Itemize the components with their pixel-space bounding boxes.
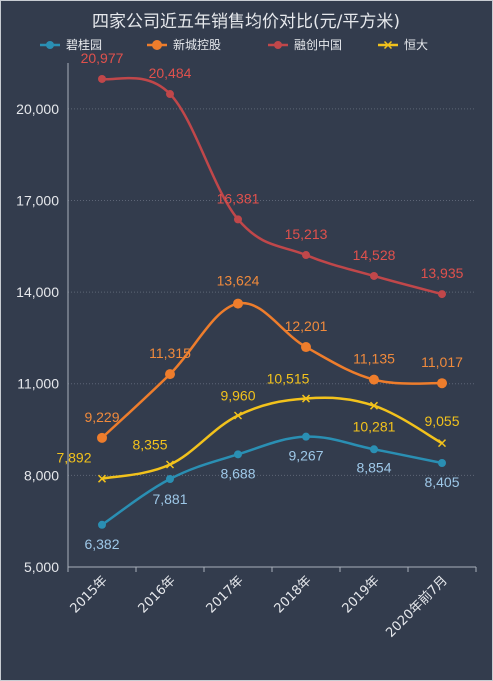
series-sunac bbox=[98, 74, 446, 299]
data-point bbox=[437, 378, 447, 389]
data-label: 20,484 bbox=[149, 65, 192, 81]
legend-label: 融创中国 bbox=[294, 37, 342, 52]
data-labels: 6,382 7,881 8,688 9,267 8,854 8,405 9,229 11,31… bbox=[56, 50, 463, 552]
data-label: 7,892 bbox=[56, 450, 91, 466]
y-tick-label: 14,000 bbox=[16, 284, 59, 300]
x-axis: 2015年 2016年 2017年 2018年 2019年 2020年前7月 bbox=[67, 566, 477, 641]
data-label: 12,201 bbox=[285, 318, 328, 334]
data-label: 9,960 bbox=[220, 387, 255, 403]
data-point bbox=[97, 474, 107, 483]
data-point bbox=[302, 251, 310, 260]
legend-marker bbox=[46, 41, 54, 49]
y-tick-label: 8,000 bbox=[24, 467, 59, 483]
series-group bbox=[97, 74, 447, 529]
data-label: 15,213 bbox=[285, 226, 328, 242]
data-label: 10,515 bbox=[267, 371, 310, 387]
data-point bbox=[98, 520, 106, 529]
series-xincheng bbox=[97, 298, 447, 443]
y-tick-label: 11,000 bbox=[17, 376, 59, 392]
marker-stroke bbox=[165, 460, 175, 469]
x-tick-label: 2018年 bbox=[272, 573, 315, 616]
data-point bbox=[438, 290, 446, 299]
y-tick-label: 20,000 bbox=[16, 101, 59, 117]
data-point bbox=[438, 458, 446, 467]
data-label: 13,935 bbox=[421, 265, 464, 281]
data-label: 20,977 bbox=[81, 50, 124, 66]
data-point bbox=[166, 474, 174, 483]
y-axis: 5,000 8,000 11,000 14,000 17,000 20,000 bbox=[16, 63, 69, 575]
data-label: 8,355 bbox=[132, 437, 167, 453]
x-tick-label: 2016年 bbox=[136, 573, 179, 616]
data-label: 11,017 bbox=[421, 354, 463, 370]
data-point bbox=[301, 342, 311, 353]
data-point bbox=[370, 445, 378, 454]
data-label: 10,281 bbox=[353, 419, 396, 435]
data-point bbox=[98, 74, 106, 83]
legend-marker bbox=[274, 41, 282, 49]
x-tick-label: 2017年 bbox=[204, 573, 247, 616]
x-tick-label: 2019年 bbox=[340, 573, 383, 616]
data-label: 11,315 bbox=[149, 345, 191, 361]
marker-stroke bbox=[437, 439, 447, 448]
legend-item-evergrande: 恒大 bbox=[378, 38, 428, 52]
data-label: 11,135 bbox=[353, 351, 395, 367]
data-label: 9,229 bbox=[84, 409, 119, 425]
marker-stroke bbox=[301, 394, 311, 403]
data-label: 6,382 bbox=[84, 536, 119, 552]
marker-stroke bbox=[97, 474, 107, 483]
series-line-bgy bbox=[101, 435, 443, 526]
marker-stroke bbox=[369, 401, 379, 410]
data-point bbox=[234, 215, 242, 224]
data-point bbox=[97, 432, 107, 443]
legend: 碧桂园 新城控股 融创中国 恒大 bbox=[40, 37, 428, 52]
legend-item-sunac: 融创中国 bbox=[268, 37, 342, 52]
chart-title: 四家公司近五年销售均价对比(元/平方米) bbox=[92, 12, 400, 32]
legend-marker bbox=[383, 40, 393, 50]
data-point bbox=[369, 401, 379, 410]
legend-item-xincheng: 新城控股 bbox=[147, 37, 221, 52]
legend-item-bgy: 碧桂园 bbox=[40, 37, 102, 52]
legend-label: 碧桂园 bbox=[66, 37, 102, 52]
gridlines bbox=[68, 108, 476, 476]
data-label: 8,854 bbox=[356, 459, 391, 475]
legend-marker bbox=[152, 40, 162, 50]
data-label: 7,881 bbox=[152, 491, 187, 507]
series-evergrande bbox=[97, 394, 447, 483]
data-point bbox=[165, 369, 175, 380]
data-point bbox=[437, 439, 447, 448]
data-point bbox=[370, 271, 378, 280]
data-point bbox=[302, 432, 310, 441]
marker-stroke bbox=[233, 411, 243, 420]
legend-label: 恒大 bbox=[404, 38, 428, 52]
x-tick-label: 2020年前7月 bbox=[383, 573, 451, 641]
data-point bbox=[166, 90, 174, 99]
x-tick-label: 2015年 bbox=[68, 573, 111, 616]
marker-stroke bbox=[383, 40, 393, 50]
data-point bbox=[233, 298, 243, 309]
series-bgy bbox=[98, 432, 446, 529]
y-tick-label: 17,000 bbox=[16, 192, 59, 208]
legend-label: 新城控股 bbox=[173, 37, 221, 52]
data-point bbox=[301, 394, 311, 403]
data-point bbox=[165, 460, 175, 469]
data-label: 14,528 bbox=[353, 247, 396, 263]
series-line-evergrande bbox=[101, 396, 443, 480]
data-label: 13,624 bbox=[217, 273, 260, 289]
data-label: 9,055 bbox=[424, 413, 459, 429]
data-point bbox=[234, 450, 242, 459]
data-point bbox=[369, 374, 379, 385]
data-label: 16,381 bbox=[217, 190, 260, 206]
data-point bbox=[233, 411, 243, 420]
data-label: 8,405 bbox=[424, 474, 459, 490]
y-tick-label: 5,000 bbox=[24, 559, 59, 575]
data-label: 8,688 bbox=[220, 465, 255, 481]
data-label: 9,267 bbox=[288, 448, 323, 464]
